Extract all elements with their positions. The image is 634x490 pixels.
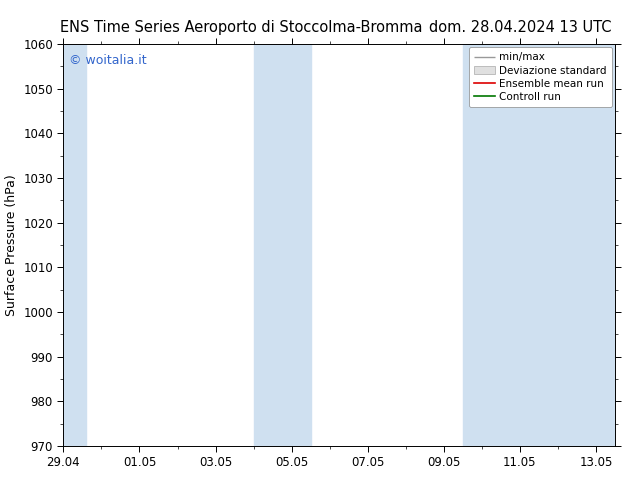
Text: dom. 28.04.2024 13 UTC: dom. 28.04.2024 13 UTC <box>429 20 611 35</box>
Bar <box>63 44 86 446</box>
Bar <box>463 44 615 446</box>
Legend: min/max, Deviazione standard, Ensemble mean run, Controll run: min/max, Deviazione standard, Ensemble m… <box>469 47 612 107</box>
Text: ENS Time Series Aeroporto di Stoccolma-Bromma: ENS Time Series Aeroporto di Stoccolma-B… <box>60 20 422 35</box>
Bar <box>254 44 311 446</box>
Text: © woitalia.it: © woitalia.it <box>69 54 146 67</box>
Y-axis label: Surface Pressure (hPa): Surface Pressure (hPa) <box>4 174 18 316</box>
